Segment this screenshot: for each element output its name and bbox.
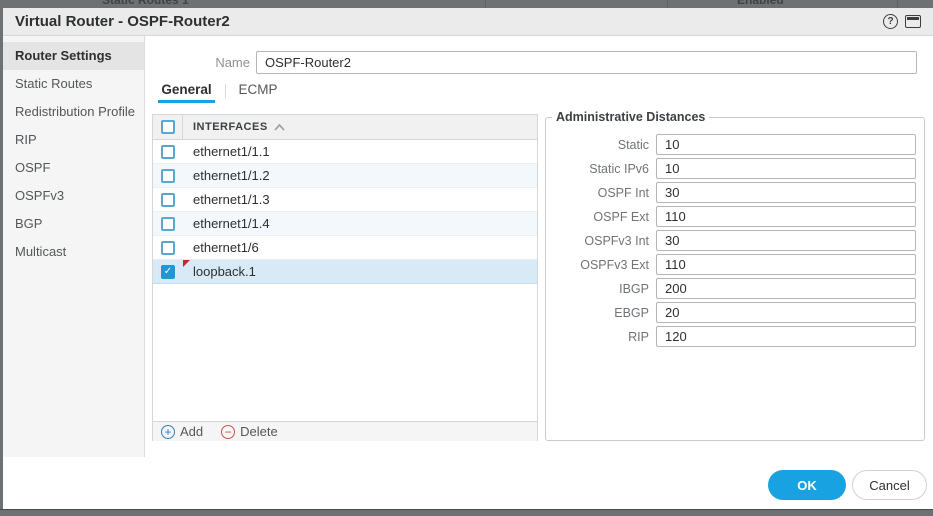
table-row[interactable]: ethernet1/1.1 [153,140,537,164]
static-ipv6-input[interactable] [656,158,916,179]
interfaces-table-header: INTERFACES [153,115,537,140]
sidebar-item-bgp[interactable]: BGP [15,216,43,231]
row-checkbox-cell [153,192,183,207]
sidebar-item-ospfv3[interactable]: OSPFv3 [15,188,65,203]
dialog-titlebar: Virtual Router - OSPF-Router2 ? [3,8,933,36]
row-checkbox-cell [153,144,183,159]
background-column-divider [897,0,898,8]
collapse-window-icon[interactable] [905,15,921,28]
interfaces-table-footer: + Add − Delete [153,421,537,441]
add-icon: + [161,424,175,439]
ebgp-input[interactable] [656,302,916,323]
interface-name-text: loopback.1 [193,264,256,279]
table-row-selected[interactable]: ✓ loopback.1 [153,260,537,284]
field-row: OSPF Ext [546,206,916,227]
background-left-edge [0,0,3,516]
sidebar-item-redistribution-profile[interactable]: Redistribution Profile [15,104,135,119]
delete-icon: − [221,424,236,439]
sidebar-item-rip[interactable]: RIP [15,132,37,147]
row-checkbox-cell [153,168,183,183]
field-row: EBGP [546,302,916,323]
ok-button[interactable]: OK [768,470,846,500]
select-all-checkbox[interactable] [160,120,175,134]
background-page-bottom [0,509,933,516]
virtual-router-dialog: Virtual Router - OSPF-Router2 ? Router S… [3,8,933,509]
interface-name: ethernet1/6 [193,240,259,255]
row-checkbox[interactable] [161,144,175,159]
static-input[interactable] [656,134,916,155]
row-checkbox-cell [153,216,183,231]
background-page-top: Static Routes 1 Enabled [0,0,933,8]
ospfv3-ext-label: OSPFv3 Ext [580,257,649,272]
ospfv3-int-input[interactable] [656,230,916,251]
cancel-button[interactable]: Cancel [852,470,927,500]
field-row: OSPFv3 Int [546,230,916,251]
field-row: Static IPv6 [546,158,916,179]
field-row: Static [546,134,916,155]
select-all-cell [153,115,183,139]
administrative-distances-legend: Administrative Distances [556,110,706,124]
sidebar-item-ospf[interactable]: OSPF [15,160,51,175]
rip-input[interactable] [656,326,916,347]
sort-ascending-icon[interactable] [274,123,285,131]
background-column-divider [667,0,668,8]
ospf-ext-input[interactable] [656,206,916,227]
ospf-ext-label: OSPF Ext [593,209,649,224]
delete-button[interactable]: − Delete [221,424,278,439]
field-row: OSPFv3 Ext [546,254,916,275]
row-checkbox[interactable] [161,192,175,207]
rip-label: RIP [628,329,649,344]
delete-button-label: Delete [240,424,278,439]
field-row: RIP [546,326,916,347]
ospf-int-label: OSPF Int [597,185,649,200]
sidebar-item-static-routes[interactable]: Static Routes [15,76,93,91]
ospf-int-input[interactable] [656,182,916,203]
row-checkbox-checked[interactable]: ✓ [161,264,175,279]
administrative-distances-panel: Administrative Distances Static Static I… [545,110,925,441]
background-remnant-text: Static Routes 1 [102,0,189,7]
static-label: Static [617,137,649,152]
titlebar-icons: ? [883,14,933,29]
row-checkbox[interactable] [161,216,175,231]
ibgp-label: IBGP [619,281,649,296]
interfaces-column-header[interactable]: INTERFACES [193,121,268,133]
static-ipv6-label: Static IPv6 [589,161,649,176]
modified-indicator [183,260,190,267]
name-input[interactable] [256,51,917,74]
add-button-label: Add [180,424,204,439]
sidebar-item-multicast[interactable]: Multicast [15,244,67,259]
add-button[interactable]: + Add [161,424,203,439]
field-row: IBGP [546,278,916,299]
interface-name: loopback.1 [183,260,537,283]
tab-separator [225,84,226,98]
row-checkbox[interactable] [161,168,175,183]
ospfv3-ext-input[interactable] [656,254,916,275]
sidebar-item-router-settings[interactable]: Router Settings [3,42,144,70]
interfaces-table: INTERFACES ethernet1/1.1 ethernet1/1.2 e… [152,114,538,441]
ibgp-input[interactable] [656,278,916,299]
interface-name: ethernet1/1.2 [193,168,270,183]
background-column-divider [485,0,486,8]
table-row[interactable]: ethernet1/6 [153,236,537,260]
interface-name: ethernet1/1.1 [193,144,270,159]
name-field-label: Name [215,55,250,70]
row-checkbox[interactable] [161,240,175,255]
table-row[interactable]: ethernet1/1.3 [153,188,537,212]
tab-active-underline [158,100,215,103]
tab-ecmp[interactable]: ECMP [238,82,278,97]
dialog-title: Virtual Router - OSPF-Router2 [15,13,230,30]
tab-general[interactable]: General [161,82,212,97]
field-row: OSPF Int [546,182,916,203]
interface-name: ethernet1/1.4 [193,216,270,231]
table-row[interactable]: ethernet1/1.2 [153,164,537,188]
ebgp-label: EBGP [614,305,649,320]
dialog-sidebar: Router Settings Static Routes Redistribu… [3,36,145,457]
help-icon[interactable]: ? [883,14,898,29]
row-checkbox-cell: ✓ [153,264,183,279]
background-remnant-text: Enabled [737,0,784,7]
interface-name: ethernet1/1.3 [193,192,270,207]
row-checkbox-cell [153,240,183,255]
ospfv3-int-label: OSPFv3 Int [584,233,649,248]
table-row[interactable]: ethernet1/1.4 [153,212,537,236]
